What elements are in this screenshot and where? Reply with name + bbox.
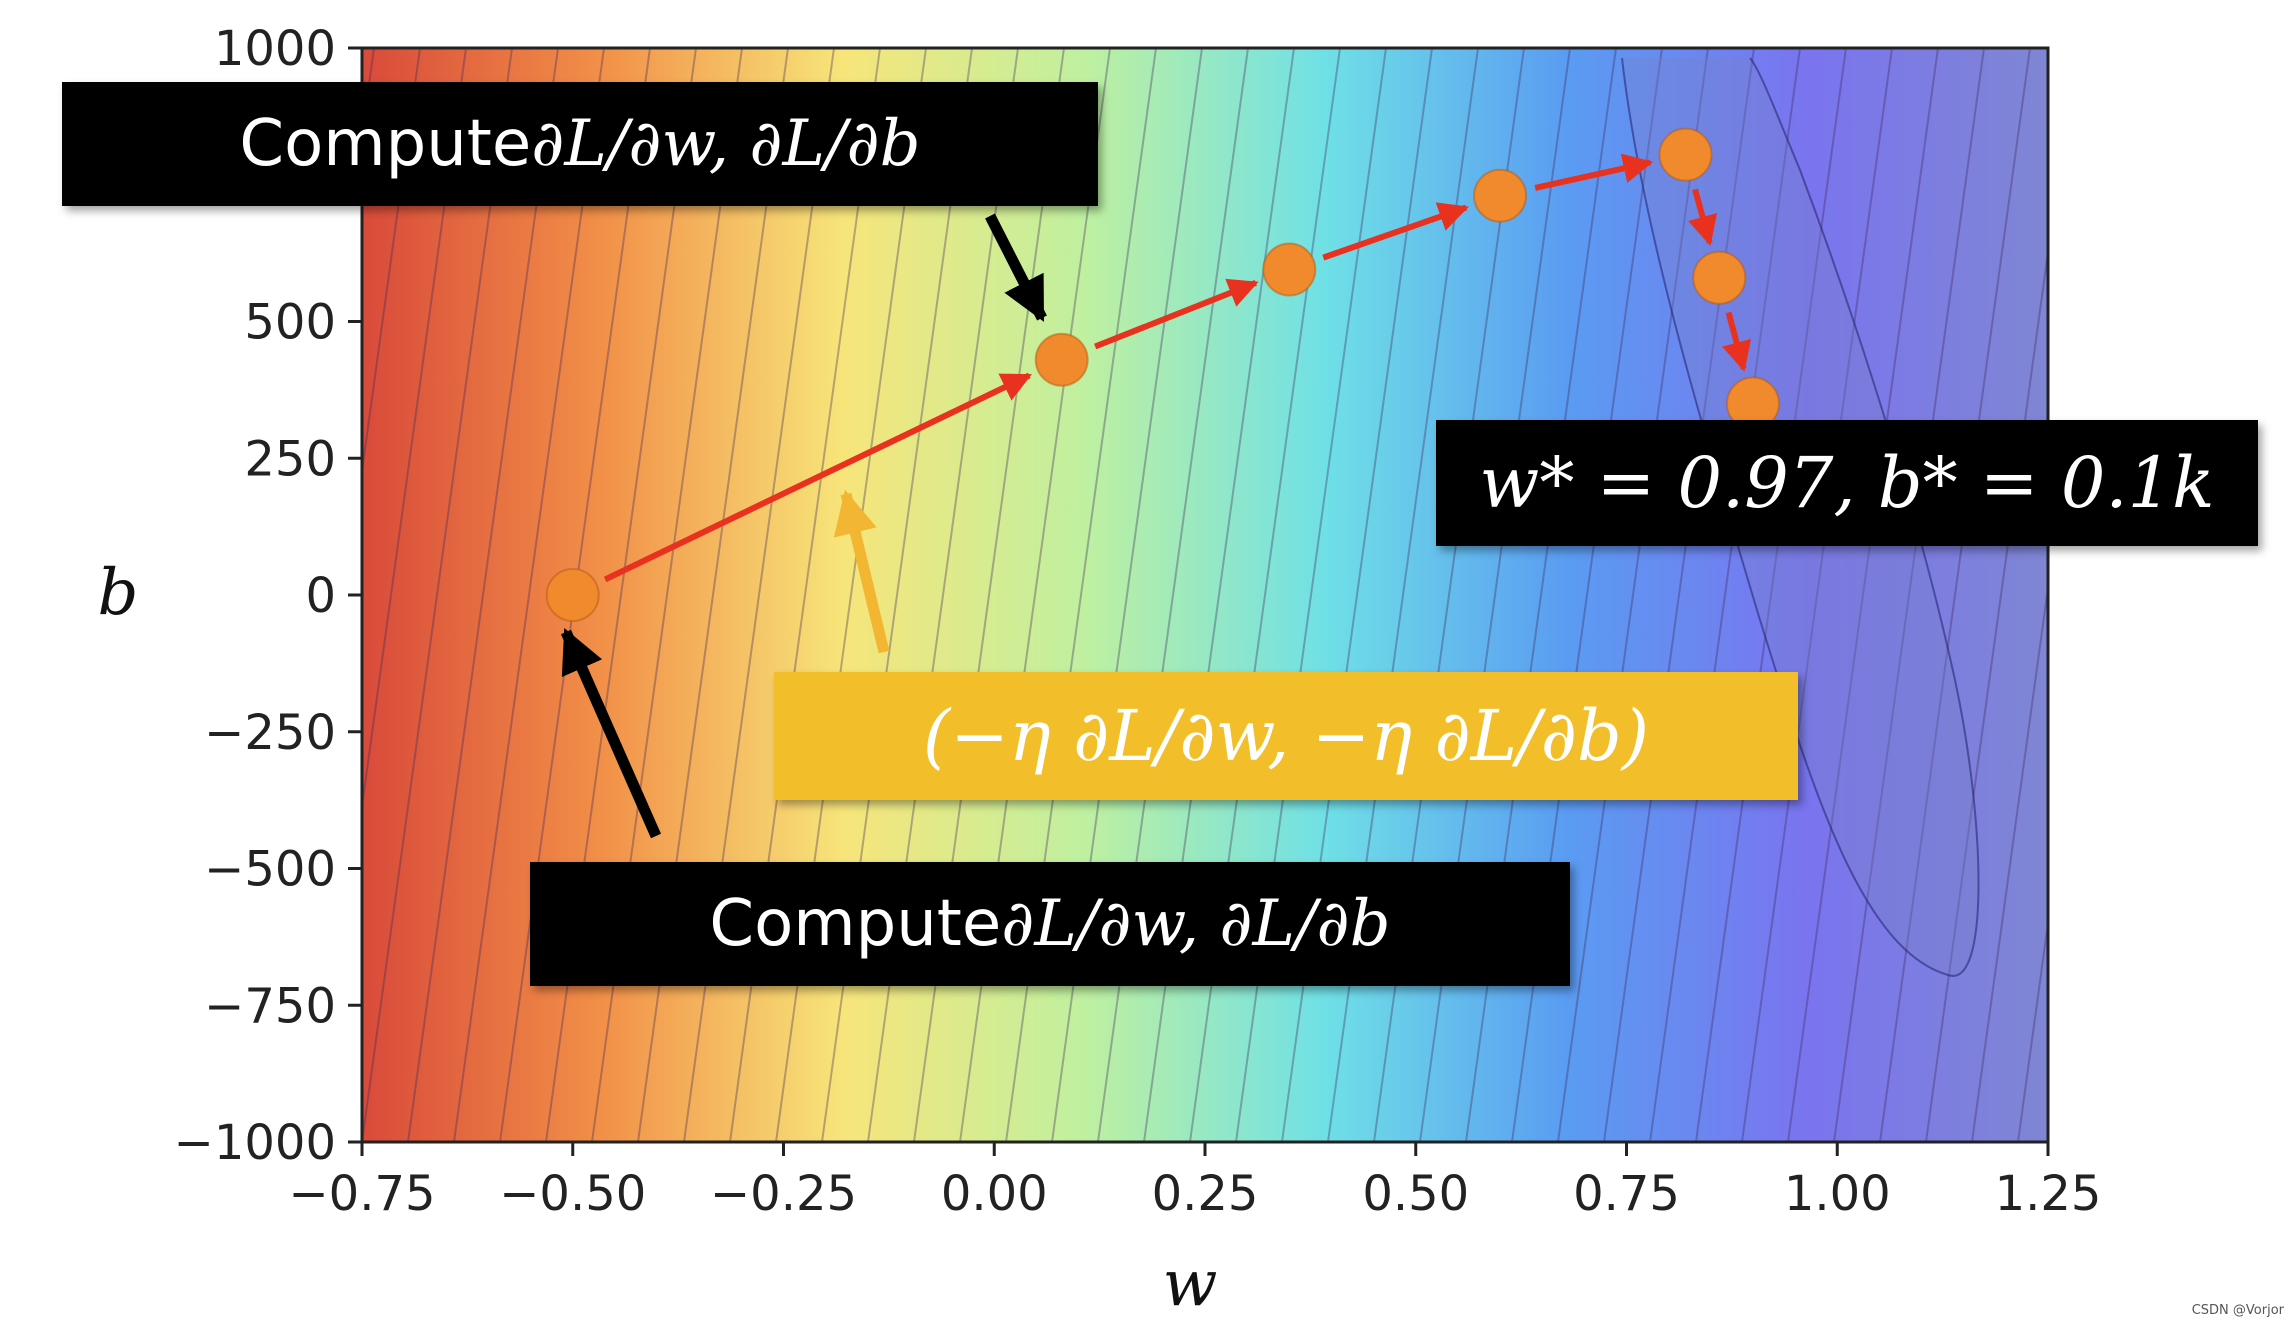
x-tick-label: 1.00: [1784, 1166, 1891, 1222]
path-step-arrow: [1688, 188, 1718, 246]
step-pointer-arrow: [833, 489, 890, 654]
x-tick-label: −0.50: [499, 1166, 646, 1222]
y-tick-label: 1000: [214, 21, 336, 77]
path-point: [1262, 242, 1317, 297]
bottom-pointer-arrow: [560, 627, 662, 839]
y-tick-label: 250: [244, 431, 336, 487]
compute-gradient-label-top: Compute ∂L/∂w, ∂L/∂b: [62, 82, 1098, 206]
contour-line: [1833, 48, 1985, 1142]
contour-line: [453, 48, 605, 1142]
y-tick-label: −750: [204, 978, 336, 1034]
contour-line: [362, 48, 513, 1142]
path-point: [1473, 168, 1528, 223]
contour-line: [1695, 48, 1847, 1142]
compute-word: Compute: [709, 887, 1002, 961]
compute-gradient-label-bottom: Compute ∂L/∂w, ∂L/∂b: [530, 862, 1570, 986]
x-tick-label: 0.25: [1152, 1166, 1259, 1222]
contour-line: [362, 48, 421, 479]
contour-line: [1787, 48, 1939, 1142]
contour-line: [2156, 48, 2296, 1142]
contour-line: [1557, 48, 1709, 1142]
path-step-arrow: [603, 372, 1032, 583]
y-tick-label: 500: [244, 295, 336, 351]
y-tick-label: −250: [204, 705, 336, 761]
path-step-arrow: [1322, 202, 1469, 261]
x-axis-ticks: −0.75 −0.50 −0.25 0.00 0.25 0.50 0.75 1.00 1.25: [288, 1142, 2101, 1222]
path-step-arrow: [1534, 153, 1654, 191]
watermark: CSDN @Vorjor: [2191, 1303, 2284, 1318]
y-axis-label: b: [98, 556, 139, 630]
path-step-arrow: [1094, 278, 1259, 350]
top-pointer-arrow: [985, 213, 1047, 322]
contour-line: [1603, 48, 1755, 1142]
update-step-expression: (−η ∂L/∂w, −η ∂L/∂b): [922, 695, 1650, 777]
path-point: [1658, 127, 1713, 182]
contour-line: [1879, 48, 2031, 1142]
y-tick-label: −500: [204, 842, 336, 898]
x-axis-label: w: [1163, 1247, 1218, 1321]
x-tick-label: −0.75: [288, 1166, 435, 1222]
x-tick-label: 0.00: [941, 1166, 1048, 1222]
x-tick-label: 0.75: [1573, 1166, 1680, 1222]
contour-line: [2064, 48, 2214, 1142]
path-point: [545, 568, 600, 622]
compute-word: Compute: [239, 107, 532, 181]
y-axis-ticks: 1000 500 250 0 −250 −500 −750 −1000: [174, 21, 362, 1171]
path-point: [1692, 250, 1747, 305]
gradient-descent-path: [545, 127, 1780, 622]
x-tick-label: 1.25: [1995, 1166, 2102, 1222]
contour-line: [362, 48, 467, 814]
pointer-arrows: [560, 213, 1047, 839]
contour-line: [1741, 48, 1893, 1142]
contour-line: [1649, 48, 1801, 1142]
path-point: [1034, 332, 1089, 387]
gradient-expression: ∂L/∂w, ∂L/∂b: [531, 107, 921, 181]
y-tick-label: −1000: [174, 1115, 336, 1171]
y-tick-label: 0: [305, 568, 336, 624]
gradient-expression: ∂L/∂w, ∂L/∂b: [1001, 887, 1391, 961]
contour-line: [407, 48, 559, 1142]
x-tick-label: 0.50: [1362, 1166, 1469, 1222]
contour-line: [1925, 244, 2048, 1142]
optimum-label: w* = 0.97, b* = 0.1k: [1436, 420, 2258, 546]
x-tick-label: −0.25: [710, 1166, 857, 1222]
update-step-label: (−η ∂L/∂w, −η ∂L/∂b): [774, 672, 1798, 800]
path-step-arrow: [1722, 311, 1752, 372]
optimum-expression: w* = 0.97, b* = 0.1k: [1479, 442, 2215, 524]
contour-line: [2017, 915, 2048, 1142]
contour-line: [2110, 48, 2260, 1142]
